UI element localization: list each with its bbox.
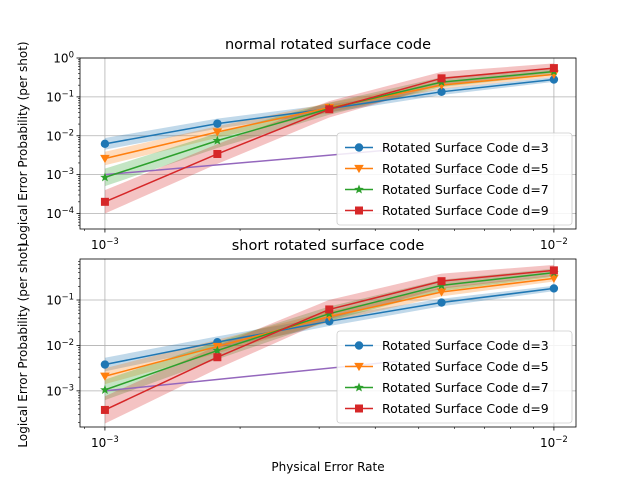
confidence-band (104, 264, 554, 424)
legend-marker (355, 404, 363, 413)
y-tick-label: 10−2 (46, 338, 74, 353)
y-axis-label: Logical Error Probability (per shot) (16, 242, 30, 447)
y-tick-label: 10−4 (46, 206, 74, 221)
y-tick-label: 100 (53, 51, 74, 66)
legend-label: Rotated Surface Code d=3 (382, 140, 549, 155)
legend-label: Rotated Surface Code d=9 (382, 401, 549, 416)
legend-marker (354, 362, 364, 372)
data-point (100, 360, 110, 369)
data-point (212, 128, 223, 137)
chart-short-rotated-surface-code: short rotated surface code Logical Error… (16, 238, 577, 474)
data-point (213, 353, 222, 362)
data-point (437, 87, 446, 97)
legend-label: Rotated Surface Code d=3 (382, 338, 549, 353)
axis-ticks: 10−3 10−2 10−4 10−3 10−2 10−1 100 (46, 51, 568, 253)
y-tick-label: 10−2 (46, 128, 74, 143)
legend-label: Rotated Surface Code d=7 (382, 182, 549, 197)
series-lines (100, 266, 559, 414)
x-tick-label: 10−2 (540, 237, 568, 252)
legend-label: Rotated Surface Code d=5 (382, 161, 549, 176)
data-point (325, 305, 334, 314)
data-point (325, 317, 334, 326)
data-point (549, 64, 558, 73)
legend-marker (354, 143, 364, 152)
axis-ticks: 10−3 10−2 10−3 10−2 10−1 (46, 261, 568, 450)
chart-title: short rotated surface code (232, 238, 425, 254)
data-point (549, 75, 559, 84)
data-point (212, 135, 223, 145)
legend-marker (355, 206, 363, 215)
data-point (549, 70, 559, 79)
data-point (325, 105, 334, 114)
legend-marker (354, 382, 364, 392)
y-tick-label: 10−3 (46, 167, 74, 182)
confidence-band (104, 275, 554, 385)
data-point (549, 266, 558, 275)
legend-label: Rotated Surface Code d=9 (382, 203, 549, 218)
data-point (437, 277, 446, 286)
legend-marker (354, 184, 364, 194)
data-point (212, 345, 223, 355)
y-tick-label: 10−1 (46, 89, 74, 104)
plot-frame (79, 258, 577, 428)
data-point (100, 172, 110, 182)
data-point (213, 119, 222, 128)
data-point (213, 149, 222, 158)
legend-marker (354, 164, 364, 174)
data-point (436, 288, 447, 297)
legend: Rotated Surface Code d=3 Rotated Surface … (336, 330, 573, 424)
chart-title: normal rotated surface code (225, 37, 431, 53)
data-point (100, 154, 110, 164)
confidence-band (104, 71, 554, 166)
legend-box (336, 330, 573, 424)
data-point (100, 384, 110, 394)
y-tick-label: 10−3 (46, 383, 74, 398)
legend-marker (354, 341, 364, 350)
data-point (549, 274, 559, 283)
data-point (437, 298, 446, 307)
x-tick-label: 10−3 (91, 237, 119, 252)
legend: Rotated Surface Code d=3 Rotated Surface … (336, 132, 573, 226)
data-point (436, 81, 447, 90)
legend-box (336, 132, 573, 226)
legend-label: Rotated Surface Code d=7 (382, 380, 549, 395)
y-tick-label: 10−1 (46, 293, 74, 308)
x-tick-label: 10−2 (540, 435, 568, 450)
plot-frame (79, 57, 577, 230)
data-point (100, 372, 110, 381)
data-point (100, 405, 109, 414)
data-point (549, 284, 559, 293)
legend-label: Rotated Surface Code d=5 (382, 359, 549, 374)
x-tick-label: 10−3 (91, 435, 119, 450)
data-point (437, 74, 446, 83)
confidence-band (104, 268, 554, 401)
data-point (100, 139, 110, 149)
chart-normal-rotated-surface-code: normal rotated surface code Logical Erro… (16, 37, 577, 253)
y-axis-label: Logical Error Probability (per shot) (16, 41, 30, 246)
data-point (100, 197, 109, 206)
x-axis-label: Physical Error Rate (271, 460, 384, 474)
